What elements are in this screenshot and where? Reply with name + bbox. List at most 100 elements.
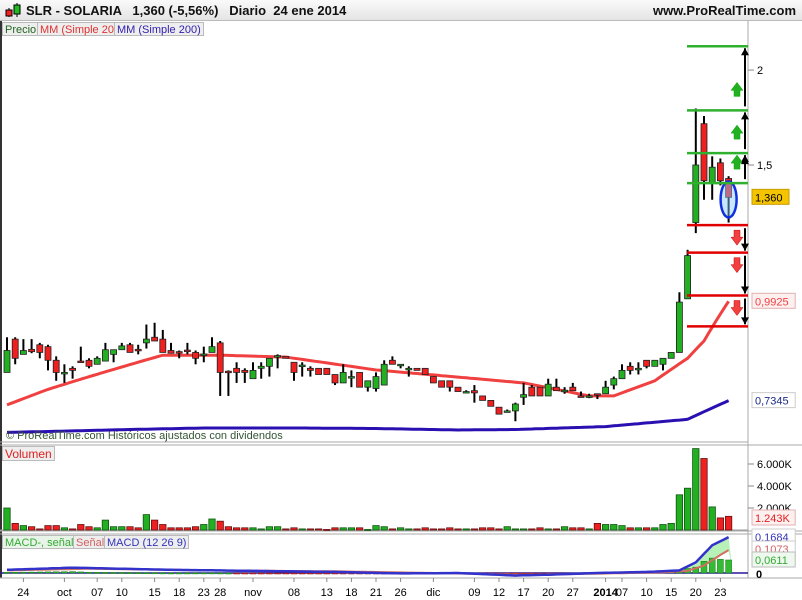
candle-body: [667, 352, 675, 359]
volume-bar: [19, 525, 28, 531]
volume-bar: [446, 527, 454, 531]
volume-bar: [134, 527, 142, 531]
candle: [200, 346, 208, 363]
candle-body: [413, 367, 421, 371]
legend-mm20[interactable]: MM (Simple 20): [37, 22, 121, 36]
price-tick-label: 1,5: [757, 160, 772, 172]
x-tick-label: 2014: [593, 587, 618, 599]
macd-histogram-bar: [167, 572, 175, 575]
macd-histogram-bar: [36, 571, 44, 574]
volume-bar: [347, 527, 356, 531]
volume-bar: [561, 526, 569, 531]
candle-body: [93, 357, 101, 365]
volume-bar: [643, 527, 651, 531]
candle: [462, 390, 470, 394]
x-tick-label: 15: [665, 587, 677, 599]
x-tick-label: 17: [517, 587, 529, 599]
legend-volumen[interactable]: Volumen: [2, 446, 55, 461]
candle: [306, 366, 314, 377]
down-arrow-head: [741, 243, 749, 251]
candle: [380, 360, 388, 386]
macd-histogram-bar: [69, 571, 76, 574]
candle: [569, 382, 577, 392]
macd-histogram-bar: [102, 572, 109, 574]
candle-body: [610, 378, 618, 386]
candle-body: [200, 353, 208, 356]
candle-body: [692, 164, 700, 223]
volume-bar: [77, 524, 85, 531]
macd-line: [6, 535, 730, 577]
volume-bar: [675, 494, 684, 531]
candle-body: [290, 361, 298, 373]
candle-body: [19, 350, 27, 355]
volume-bar: [651, 527, 659, 531]
candle-body: [282, 355, 290, 359]
candle-body: [331, 374, 339, 384]
macd-histogram-bar: [61, 571, 68, 574]
macd-histogram-bar: [717, 559, 724, 574]
legend-macd-hist[interactable]: MACD-, señal: [2, 535, 77, 549]
candle-body: [454, 386, 462, 392]
candle-body: [44, 346, 52, 361]
volume-bar: [232, 527, 241, 531]
legend-macd-signal[interactable]: Señal: [73, 535, 108, 549]
volume-last-tag: 1.243K: [755, 513, 791, 525]
legend-precio[interactable]: Precio: [2, 22, 40, 36]
volume-bar: [372, 525, 380, 531]
candle: [676, 292, 683, 353]
macd-histogram-bar: [159, 572, 167, 575]
volume-bar: [478, 527, 487, 531]
volume-bar: [208, 518, 216, 531]
candle: [585, 393, 593, 399]
x-tick-label: 13: [321, 587, 333, 599]
highlight-ellipse[interactable]: [719, 180, 738, 219]
candle: [61, 364, 68, 383]
candle: [618, 364, 626, 380]
legend-macd-line[interactable]: MACD (12 26 9): [104, 535, 190, 549]
candle-body: [585, 395, 593, 398]
candle-body: [52, 359, 60, 373]
candle: [28, 339, 36, 354]
volume-bar: [610, 524, 618, 531]
volume-bar: [257, 528, 265, 531]
macd-signal-fill: [663, 537, 733, 573]
volume-bar: [355, 527, 364, 531]
legend-mm200[interactable]: MM (Simple 200): [114, 22, 204, 36]
site-link[interactable]: www.ProRealTime.com: [652, 3, 796, 18]
candle-body: [594, 393, 601, 396]
macd-histogram-bar: [200, 572, 208, 575]
volume-bar: [511, 528, 520, 531]
candle: [126, 342, 134, 353]
volume-tick-label: 4.000K: [757, 481, 793, 493]
candle: [19, 339, 27, 355]
candle: [388, 356, 396, 365]
candle-body: [175, 351, 183, 354]
candle: [364, 380, 372, 392]
candle-body: [110, 349, 117, 355]
candle-body: [446, 380, 454, 388]
candle: [142, 324, 150, 349]
volume-bar: [3, 507, 11, 531]
candle-body: [3, 350, 11, 373]
macd-histogram-bar: [225, 572, 232, 575]
green-up-arrow-icon: [730, 124, 744, 140]
candle: [192, 350, 200, 365]
instrument-title: SLR - SOLARIA 1,360 (-5,56%) Diario 24 e…: [26, 3, 347, 18]
candle: [577, 391, 585, 398]
candle: [487, 400, 495, 407]
candle-body: [470, 390, 478, 394]
candle: [265, 357, 273, 377]
candle: [372, 372, 380, 392]
candle: [651, 359, 659, 367]
price-tag-last: 1,360: [755, 192, 783, 204]
candle: [151, 322, 159, 342]
candle-body: [684, 255, 691, 300]
x-tick-label: 07: [91, 587, 103, 599]
volume-bar: [520, 528, 528, 531]
red-down-arrow-icon: [730, 257, 744, 274]
candle: [134, 344, 142, 355]
candle: [110, 349, 117, 363]
candle-body: [142, 338, 150, 344]
macd-histogram-bar: [118, 572, 126, 574]
